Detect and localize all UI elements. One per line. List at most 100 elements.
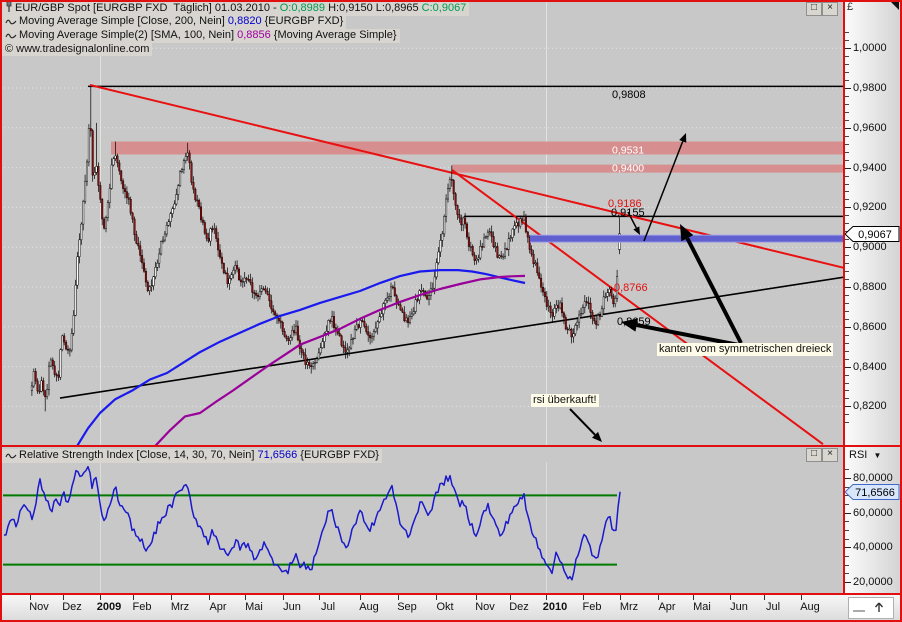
candle-body bbox=[65, 341, 68, 350]
candle-body bbox=[99, 185, 102, 200]
panel-separator[interactable] bbox=[0, 445, 902, 447]
candle-body bbox=[249, 279, 252, 283]
support-trendline bbox=[59, 276, 843, 399]
candle-body bbox=[296, 325, 299, 341]
candle-body bbox=[76, 256, 79, 286]
candle-body bbox=[350, 339, 353, 349]
candle-body bbox=[393, 287, 396, 297]
candle-body bbox=[589, 302, 592, 313]
candle-body bbox=[507, 238, 510, 250]
candle-body bbox=[317, 352, 320, 360]
axis-menu-icon[interactable] bbox=[891, 2, 899, 10]
candle-body bbox=[348, 347, 351, 351]
price-axis-label: 1,0000 bbox=[853, 42, 887, 54]
candle-body bbox=[372, 331, 375, 337]
candle-body bbox=[86, 161, 88, 182]
chevron-down-icon[interactable]: ▼ bbox=[873, 451, 882, 460]
candle-body bbox=[581, 307, 584, 314]
maximize-button[interactable]: □ bbox=[806, 2, 822, 16]
candle-body bbox=[207, 238, 210, 242]
axis-tick bbox=[845, 565, 849, 566]
candle-body bbox=[141, 255, 144, 264]
candle-body bbox=[471, 246, 474, 256]
axis-tick bbox=[845, 199, 849, 200]
candle-body bbox=[239, 279, 242, 283]
time-axis-tick bbox=[30, 595, 31, 600]
maximize-button[interactable]: □ bbox=[806, 448, 822, 462]
candle-body bbox=[241, 281, 244, 283]
candle-body bbox=[234, 265, 237, 271]
main-price-chart[interactable]: 0,95310,94000,98080,91860,91550,87660,86… bbox=[0, 0, 843, 445]
axis-tick bbox=[845, 184, 849, 185]
candle-body bbox=[308, 361, 311, 366]
candle-body bbox=[515, 222, 518, 227]
axis-tick bbox=[845, 207, 851, 208]
ma200-value: 0,8820 bbox=[227, 15, 262, 27]
currency-symbol: £ bbox=[847, 1, 854, 13]
candle-body bbox=[365, 326, 368, 333]
candle-body bbox=[570, 328, 573, 338]
candle-body bbox=[585, 301, 588, 303]
candle-body bbox=[543, 291, 546, 298]
time-axis-tick bbox=[658, 595, 659, 600]
rsi-axis-label: 80,0000 bbox=[853, 472, 893, 484]
candle-body bbox=[333, 316, 335, 328]
scroll-latest-button[interactable] bbox=[848, 597, 894, 619]
candle-body bbox=[175, 194, 178, 205]
candle-body bbox=[610, 288, 613, 297]
current-rsi-tag[interactable]: 71,6566 bbox=[844, 483, 901, 501]
price-axis[interactable]: £ 1,0000 0,9800 0,9600 0,9400 0,9200 0,9000 0,… bbox=[845, 0, 900, 593]
candle-body bbox=[561, 302, 563, 314]
time-axis[interactable]: Nov Dez 2009 Feb Mrz Apr Mai Jun Jul Aug Sep Okt Nov… bbox=[2, 595, 900, 620]
candle-body bbox=[48, 365, 50, 390]
candle-body bbox=[112, 158, 115, 166]
candle-body bbox=[84, 180, 87, 202]
price-axis-label: 0,8400 bbox=[853, 361, 887, 373]
current-price-tag[interactable]: 0,9067 bbox=[844, 225, 901, 243]
rsi-axis-title[interactable]: RSI ▼ bbox=[849, 449, 881, 461]
candle-body bbox=[230, 274, 233, 279]
time-axis-tick bbox=[801, 595, 802, 600]
candle-body bbox=[564, 317, 567, 330]
candle-body bbox=[289, 337, 292, 341]
candle-body bbox=[285, 335, 288, 339]
close-icon[interactable]: × bbox=[822, 2, 838, 16]
rsi-line bbox=[3, 465, 621, 581]
candle-body bbox=[523, 216, 525, 221]
callout-rsi-overbought: rsi überkauft! bbox=[531, 394, 599, 407]
resistance-zone-9400 bbox=[452, 164, 843, 173]
candle-body bbox=[165, 225, 168, 235]
close-icon[interactable]: × bbox=[822, 448, 838, 462]
axis-tick bbox=[845, 547, 851, 548]
candle-body bbox=[182, 160, 185, 170]
candle-body bbox=[420, 290, 423, 292]
rsi-indicator-chart[interactable] bbox=[0, 447, 843, 593]
copyright-text: © www.tradesignalonline.com bbox=[5, 43, 150, 55]
candle-body bbox=[268, 294, 271, 302]
axis-tick bbox=[845, 255, 849, 256]
candle-body bbox=[270, 300, 273, 310]
candle-body bbox=[72, 315, 75, 334]
axis-tick bbox=[845, 247, 851, 248]
candle-body bbox=[30, 385, 33, 391]
rsi-axis-label: 60,0000 bbox=[853, 507, 893, 519]
candle-body bbox=[542, 287, 544, 293]
month-label: Apr bbox=[658, 601, 676, 613]
candle-body bbox=[82, 200, 85, 225]
candle-body bbox=[232, 269, 235, 275]
annotation-arrow bbox=[685, 237, 743, 344]
chart-title-row: EUR/GBP Spot [EURGBP FXD Täglich] 01.03.… bbox=[2, 0, 470, 16]
axis-separator[interactable] bbox=[843, 0, 845, 593]
candle-body bbox=[409, 316, 411, 324]
axis-tick bbox=[845, 359, 849, 360]
month-label: Nov bbox=[475, 601, 495, 613]
candle-body bbox=[486, 231, 489, 237]
ma200-line bbox=[76, 269, 526, 445]
axis-tick bbox=[845, 80, 849, 81]
pin-icon[interactable] bbox=[5, 0, 13, 16]
axis-tick bbox=[845, 104, 849, 105]
candle-body bbox=[340, 335, 343, 346]
axis-tick bbox=[845, 136, 849, 137]
instrument-title: EUR/GBP Spot [EURGBP FXD Täglich] 01.03.… bbox=[15, 2, 280, 14]
